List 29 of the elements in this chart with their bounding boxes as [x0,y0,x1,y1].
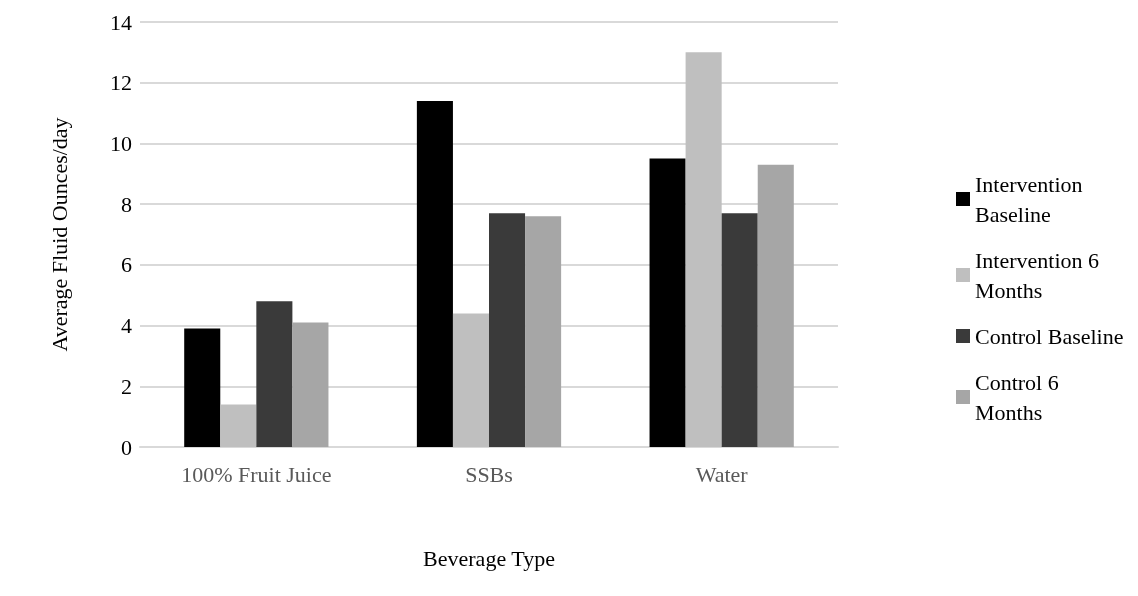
bar [416,100,453,447]
y-tick-label: 14 [110,9,132,35]
x-tick-label: SSBs [465,461,513,487]
y-tick-label: 10 [110,130,132,156]
y-tick-label: 4 [121,313,132,339]
bar [184,328,221,447]
bar [292,322,329,447]
y-tick-label: 2 [121,373,132,399]
x-axis-title: Beverage Type [423,545,555,571]
bar [452,313,489,447]
bar [525,216,562,447]
y-tick-label: 12 [110,70,132,96]
legend-label: Control 6 Months [975,369,1065,425]
bar [685,52,722,447]
bar [220,404,257,447]
legend-label: Intervention Baseline [975,171,1089,227]
legend-label: Control Baseline [975,323,1124,349]
legend-label: Intervention 6 Months [975,247,1105,303]
bar [489,213,526,447]
x-tick-label: 100% Fruit Juice [181,461,332,487]
y-axis-title: Average Fluid Ounces/day [46,117,72,352]
bar [757,164,794,447]
bar [721,213,758,447]
bar [649,158,686,447]
y-tick-label: 8 [121,191,132,217]
bar [256,301,293,447]
y-tick-label: 0 [121,434,132,460]
y-tick-label: 6 [121,252,132,278]
x-tick-label: Water [695,461,749,487]
